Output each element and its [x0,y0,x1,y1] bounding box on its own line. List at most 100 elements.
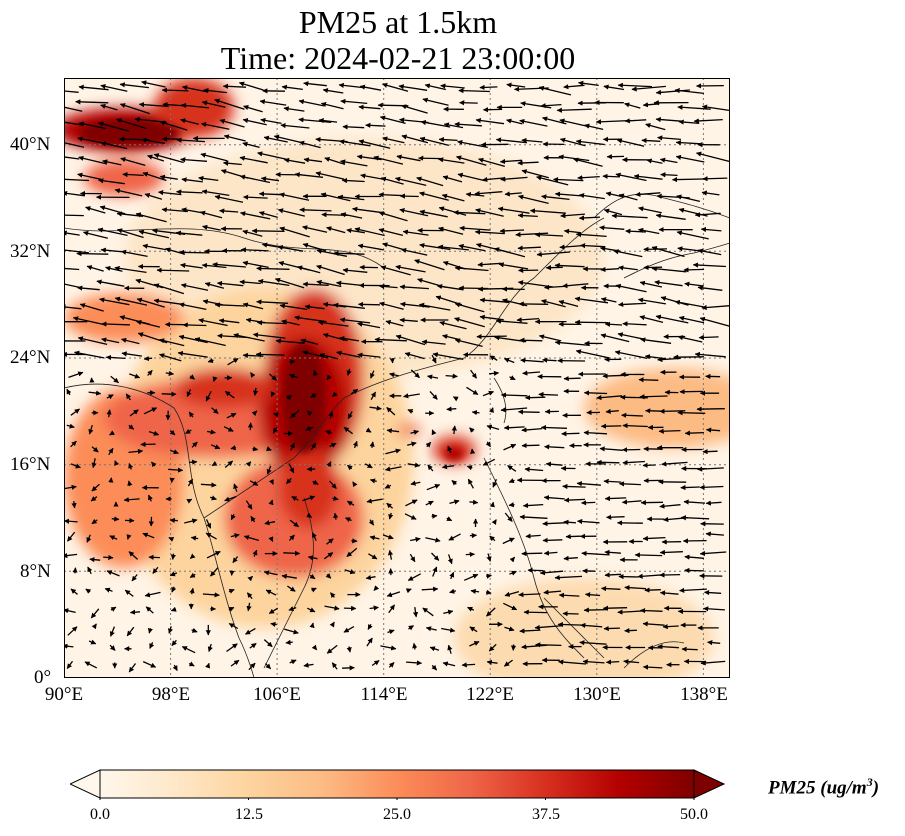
wind-arrow [517,194,549,205]
wind-arrow [218,318,240,324]
wind-arrow [149,642,155,649]
wind-arrow [703,589,722,596]
wind-arrow [184,518,198,524]
wind-arrow [478,157,505,168]
wind-arrow [545,461,563,467]
wind-arrow [454,121,482,127]
wind-arrow [230,514,236,521]
wind-arrow [342,267,368,273]
wind-arrow [323,552,334,560]
wind-arrow [105,354,126,361]
wind-arrow [228,588,235,594]
wind-arrow [521,169,549,179]
wind-arrow [366,498,383,504]
wind-arrow [562,483,586,490]
wind-arrow [180,283,209,291]
wind-arrow [596,395,623,401]
colorbar-tick-label: 50.0 [680,806,708,823]
wind-arrow [368,553,378,560]
wind-arrow [284,628,299,635]
wind-arrow [290,409,300,419]
wind-arrow [200,121,230,130]
wind-arrow [561,431,580,437]
wind-arrow [576,481,601,487]
wind-arrow [643,246,668,252]
wind-arrow [228,606,235,612]
wind-arrow [702,449,718,455]
wind-arrow [562,283,589,289]
wind-arrow [431,513,438,519]
wind-arrow [64,518,78,524]
wind-arrow [325,429,332,435]
wind-arrow [432,566,438,577]
wind-arrow [503,357,515,364]
wind-arrow [66,531,76,542]
lat-tick-label: 32°N [10,241,51,262]
wind-arrow [536,251,571,257]
wind-arrow [214,98,245,110]
wind-arrow [287,585,296,592]
wind-arrow [243,105,263,113]
wind-arrow [97,227,128,237]
wind-arrow [631,85,666,92]
wind-arrow [674,88,705,95]
wind-arrow [249,480,259,486]
wind-arrow [563,497,586,503]
wind-arrow [245,500,253,510]
wind-arrow [85,206,106,214]
wind-arrow [579,640,607,646]
wind-arrow [394,176,427,187]
wind-arrow [116,118,147,130]
wind-arrow [245,461,252,467]
wind-arrow [374,337,407,343]
wind-arrow [543,589,562,595]
wind-arrow [399,284,429,290]
wind-arrow [369,478,377,484]
wind-arrow [425,537,441,543]
wind-arrow [623,659,640,665]
wind-arrow [268,499,274,506]
wind-arrow [438,136,458,143]
wind-arrow [128,663,137,673]
wind-arrow [674,299,706,308]
wind-arrow [382,534,394,540]
colorbar-under-arrow [70,769,101,799]
wind-arrow [357,352,381,358]
wind-arrow [303,662,314,668]
wind-arrow [671,176,708,183]
wind-arrow [169,429,176,436]
wind-arrow [582,659,605,665]
wind-arrow [370,370,375,379]
wind-arrow [171,586,177,593]
wind-arrow [104,587,113,593]
wind-arrow [273,412,279,418]
wind-arrow [655,89,690,96]
wind-arrow [120,337,140,345]
wind-arrow [520,101,552,109]
wind-arrow [109,430,115,436]
wind-arrow [176,189,203,195]
wind-arrow [378,228,404,237]
wind-arrow [84,661,98,669]
wind-arrow [148,554,160,560]
wind-arrow [560,213,585,219]
wind-arrow [554,574,583,581]
wind-arrow [575,231,607,238]
wind-arrow [602,173,620,179]
wind-arrow [477,261,502,268]
wind-arrow [489,535,496,542]
wind-arrow [697,466,724,472]
wind-arrow [64,267,80,271]
wind-arrow [255,351,285,358]
wind-arrow [268,607,279,615]
wind-arrow [677,246,702,252]
wind-arrow [216,280,244,287]
wind-arrow [458,88,490,94]
wind-arrow [624,102,641,109]
wind-arrow [545,265,563,271]
wind-arrow [677,335,703,343]
wind-arrow [475,117,505,125]
wind-arrow [339,317,371,324]
wind-arrow [697,285,723,291]
wind-arrow [544,444,565,450]
